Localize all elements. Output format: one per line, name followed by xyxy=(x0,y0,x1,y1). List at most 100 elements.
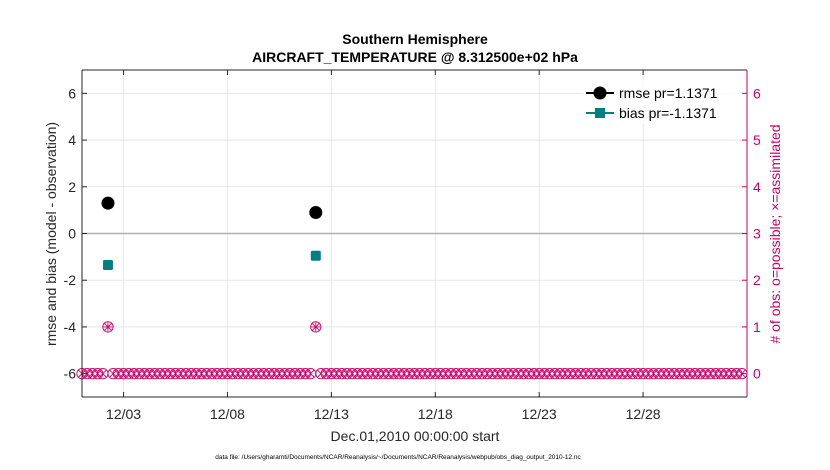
assimilated-obs-marker xyxy=(119,369,128,378)
assimilated-obs-marker xyxy=(291,369,299,378)
assimilated-obs-stroke xyxy=(275,369,284,378)
assimilated-obs-marker xyxy=(405,369,414,378)
assimilated-obs-marker xyxy=(296,369,304,378)
assimilated-obs-marker xyxy=(561,369,569,378)
assimilated-obs-stroke xyxy=(265,369,273,378)
assimilated-obs-marker xyxy=(202,369,211,378)
assimilated-obs-marker xyxy=(535,369,543,378)
assimilated-obs-stroke xyxy=(218,369,226,378)
assimilated-obs-stroke xyxy=(119,369,128,378)
assimilated-obs-stroke xyxy=(291,369,299,378)
assimilated-obs-stroke xyxy=(431,369,439,378)
assimilated-obs-marker xyxy=(249,369,258,378)
assimilated-obs-marker xyxy=(649,369,658,378)
assimilated-obs-marker xyxy=(509,369,517,378)
assimilated-obs-stroke xyxy=(93,369,102,378)
assimilated-obs-stroke xyxy=(234,369,242,378)
legend: rmse pr=1.1371 bias pr=-1.1371 xyxy=(582,80,742,124)
y-tick-label-right-1: 1 xyxy=(753,319,761,335)
y-tick-label-right-3: 3 xyxy=(753,226,761,242)
assimilated-obs-marker xyxy=(504,369,512,378)
assimilated-obs-stroke xyxy=(488,369,497,378)
assimilated-obs-marker xyxy=(239,369,247,378)
assimilated-obs-stroke xyxy=(462,369,471,378)
assimilated-obs-marker xyxy=(166,369,175,378)
assimilated-obs-stroke xyxy=(338,369,346,378)
assimilated-obs-stroke xyxy=(722,369,730,378)
x-tick-label-4: 12/23 xyxy=(522,406,557,422)
assimilated-obs-marker xyxy=(338,369,346,378)
assimilated-obs-marker xyxy=(213,369,221,378)
assimilated-obs-stroke xyxy=(88,369,97,378)
assimilated-obs-marker xyxy=(280,369,289,378)
assimilated-obs-marker xyxy=(369,369,377,378)
y-tick-label-right-0: 0 xyxy=(753,366,761,382)
assimilated-obs-stroke xyxy=(145,369,154,378)
assimilated-obs-marker xyxy=(234,369,242,378)
assimilated-obs-marker xyxy=(618,369,627,378)
assimilated-obs-marker xyxy=(83,369,91,378)
assimilated-obs-stroke xyxy=(223,369,232,378)
legend-rmse-label: rmse pr=1.1371 xyxy=(619,85,718,101)
assimilated-obs-stroke xyxy=(551,369,559,378)
assimilated-obs-marker xyxy=(732,369,741,378)
assimilated-obs-marker xyxy=(577,369,585,378)
assimilated-obs-stroke xyxy=(358,369,367,378)
assimilated-obs-stroke xyxy=(415,369,424,378)
assimilated-obs-stroke xyxy=(483,369,491,378)
assimilated-obs-stroke xyxy=(613,369,621,378)
assimilated-obs-stroke xyxy=(286,369,294,378)
assimilated-obs-stroke xyxy=(161,369,169,378)
assimilated-obs-marker xyxy=(592,369,601,378)
assimilated-obs-stroke xyxy=(561,369,569,378)
assimilated-obs-marker xyxy=(587,369,595,378)
assimilated-obs-marker xyxy=(421,369,429,378)
assimilated-obs-marker xyxy=(151,369,159,378)
y-tick-label-left-4: 2 xyxy=(68,179,76,195)
assimilated-obs-marker xyxy=(722,369,730,378)
assimilated-obs-marker xyxy=(660,369,668,378)
legend-bias-label: bias pr=-1.1371 xyxy=(619,105,717,121)
assimilated-obs-stroke xyxy=(239,369,247,378)
assimilated-obs-stroke xyxy=(701,369,710,378)
y-tick-label-right-2: 2 xyxy=(753,272,761,288)
assimilated-obs-stroke xyxy=(306,369,315,378)
assimilated-obs-stroke xyxy=(577,369,585,378)
assimilated-obs-stroke xyxy=(140,369,149,378)
assimilated-obs-marker xyxy=(317,369,325,378)
assimilated-obs-marker xyxy=(306,369,315,378)
assimilated-obs-marker xyxy=(691,369,699,378)
assimilated-obs-marker xyxy=(410,369,419,378)
assimilated-obs-stroke xyxy=(649,369,658,378)
y-tick-label-left-0: -6 xyxy=(64,366,77,382)
assimilated-obs-stroke xyxy=(525,369,533,378)
assimilated-obs-stroke xyxy=(509,369,517,378)
assimilated-obs-stroke xyxy=(696,369,704,378)
assimilated-obs-marker xyxy=(270,369,278,378)
assimilated-obs-stroke xyxy=(114,369,123,378)
assimilated-obs-stroke xyxy=(519,369,528,378)
assimilated-obs-marker xyxy=(717,369,725,378)
assimilated-obs-marker xyxy=(431,369,439,378)
assimilated-obs-stroke xyxy=(441,369,450,378)
legend-box xyxy=(582,80,742,124)
assimilated-obs-stroke xyxy=(280,369,289,378)
x-axis-label: Dec.01,2010 00:00:00 start xyxy=(331,428,500,444)
assimilated-obs-stroke xyxy=(135,369,143,378)
assimilated-obs-marker xyxy=(493,369,502,378)
assimilated-obs-marker xyxy=(675,369,684,378)
assimilated-obs-marker xyxy=(467,369,476,378)
assimilated-obs-stroke xyxy=(171,369,180,378)
assimilated-obs-marker xyxy=(426,369,434,378)
assimilated-obs-marker xyxy=(665,369,673,378)
possible-obs-marker xyxy=(102,321,114,333)
y-tick-label-right-5: 5 xyxy=(753,132,761,148)
assimilated-obs-marker xyxy=(395,369,403,378)
assimilated-obs-stroke xyxy=(665,369,673,378)
assimilated-obs-stroke xyxy=(530,369,538,378)
assimilated-obs-marker xyxy=(447,369,455,378)
assimilated-obs-stroke xyxy=(151,369,159,378)
assimilated-obs-marker xyxy=(603,369,611,378)
assimilated-obs-stroke xyxy=(587,369,595,378)
assimilated-obs-marker xyxy=(187,369,195,378)
